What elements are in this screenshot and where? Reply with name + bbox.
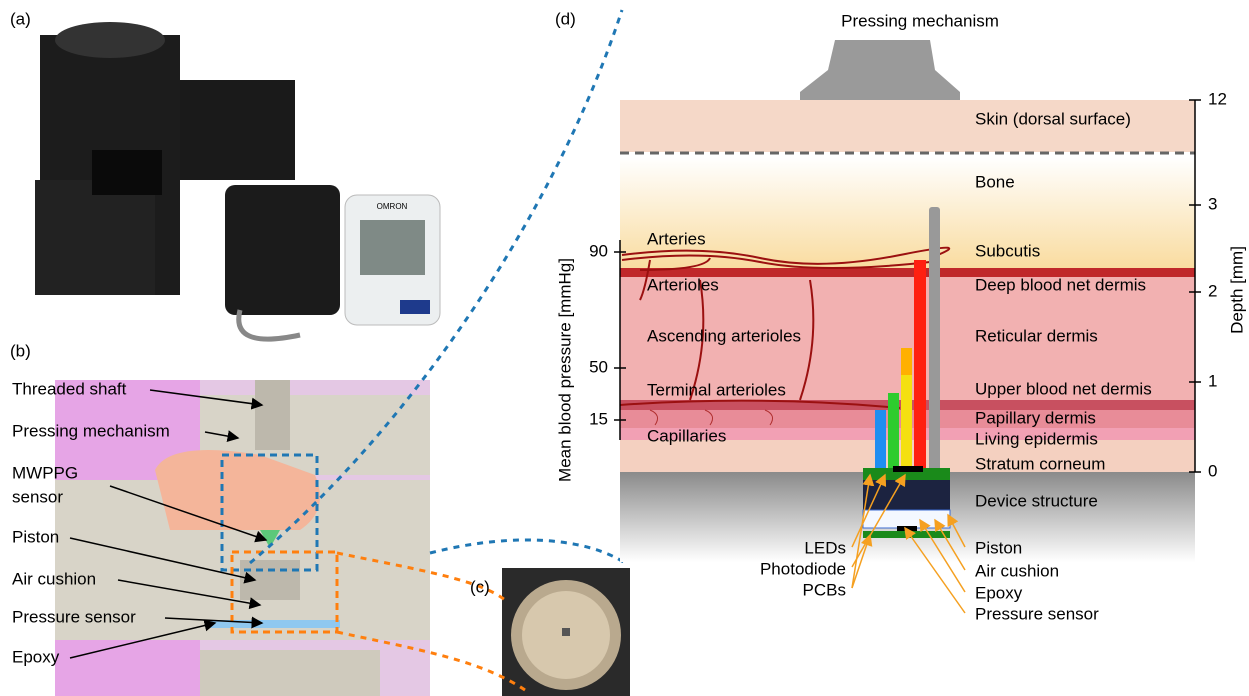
callout-label: Air cushion — [12, 569, 96, 588]
device-label: LEDs — [804, 538, 846, 557]
layer-label: Stratum corneum — [975, 454, 1105, 473]
device-label: Epoxy — [975, 583, 1023, 602]
device-label: Photodiode — [760, 559, 846, 578]
vessel-label: Arteries — [647, 229, 706, 248]
panel-label: (c) — [470, 577, 490, 596]
photo-a: OMRON — [35, 22, 440, 339]
tick-label: 50 — [589, 357, 608, 376]
layer-label: Deep blood net dermis — [975, 275, 1146, 294]
vessel-label: Capillaries — [647, 426, 726, 445]
layer-label: Papillary dermis — [975, 408, 1096, 427]
zoom-line — [430, 540, 625, 563]
layer-label: Upper blood net dermis — [975, 379, 1152, 398]
device-label: Pressure sensor — [975, 604, 1099, 623]
vessel-label: Arterioles — [647, 275, 719, 294]
page: OMRON — [0, 0, 1249, 696]
panel-label: (d) — [555, 9, 576, 28]
panel-label: (b) — [10, 341, 31, 360]
vessel-label: Terminal arterioles — [647, 380, 786, 399]
callout-label: Pressing mechanism — [12, 421, 170, 440]
photo-c — [502, 568, 630, 696]
callout-label: Piston — [12, 527, 59, 546]
tick-label: 2 — [1208, 281, 1217, 300]
callout-label: Pressure sensor — [12, 607, 136, 626]
axis-label: Depth [mm] — [1227, 246, 1246, 334]
device-label: PCBs — [803, 580, 846, 599]
device-label: Piston — [975, 538, 1022, 557]
callout-label: sensor — [12, 487, 63, 506]
device-label: Air cushion — [975, 561, 1059, 580]
tick-label: 0 — [1208, 461, 1217, 480]
layer-label: Device structure — [975, 491, 1098, 510]
callout-label: MWPPG — [12, 463, 78, 482]
tick-label: 1 — [1208, 371, 1217, 390]
layer-label: Living epidermis — [975, 429, 1098, 448]
axis-label: Mean blood pressure [mmHg] — [555, 258, 574, 482]
tick-label: 90 — [589, 241, 608, 260]
tick-label: 15 — [589, 409, 608, 428]
figure: OMRON — [0, 0, 1249, 696]
vessel-label: Ascending arterioles — [647, 326, 801, 345]
panel-label: (a) — [10, 9, 31, 28]
callout-label: Threaded shaft — [12, 379, 127, 398]
layer-label: Reticular dermis — [975, 326, 1098, 345]
layer-label: Subcutis — [975, 241, 1040, 260]
tick-label: 12 — [1208, 89, 1227, 108]
diagram-title: Pressing mechanism — [841, 11, 999, 30]
callout-label: Epoxy — [12, 647, 60, 666]
tick-label: 3 — [1208, 194, 1217, 213]
layer-label: Skin (dorsal surface) — [975, 109, 1131, 128]
brand: OMRON — [377, 202, 408, 211]
layer-label: Bone — [975, 172, 1015, 191]
